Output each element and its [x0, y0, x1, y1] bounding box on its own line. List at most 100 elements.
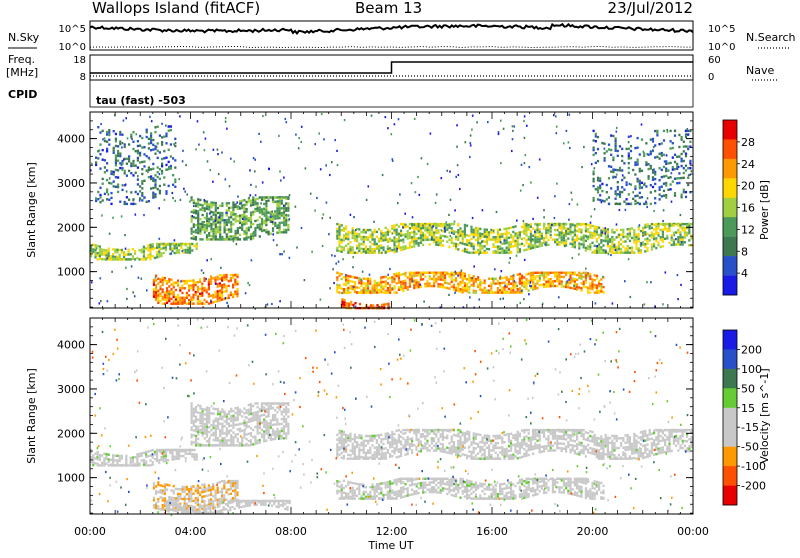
echo-cell	[236, 482, 238, 484]
echo-cell	[660, 246, 662, 248]
echo-cell	[356, 277, 358, 279]
echo-cell	[525, 227, 527, 229]
echo-cell	[598, 291, 600, 293]
echo-cell	[486, 233, 488, 235]
echo-cell	[150, 137, 152, 139]
echo-speckle	[296, 246, 298, 248]
echo-cell	[281, 231, 283, 233]
echo-speckle	[415, 191, 417, 193]
echo-cell	[534, 244, 536, 246]
echo-cell	[192, 296, 194, 298]
echo-cell	[147, 464, 149, 466]
echo-cell	[149, 455, 151, 457]
echo-speckle	[581, 166, 583, 168]
echo-speckle	[151, 120, 153, 122]
echo-cell	[352, 276, 354, 278]
echo-cell	[221, 493, 223, 495]
echo-speckle	[498, 133, 500, 135]
echo-cell	[202, 417, 204, 419]
echo-speckle	[283, 177, 285, 179]
echo-cell	[139, 154, 141, 156]
echo-cell	[347, 289, 349, 291]
echo-cell	[108, 461, 110, 463]
echo-cell	[347, 236, 349, 238]
echo-cell	[352, 234, 354, 236]
echo-cell	[134, 464, 136, 466]
echo-cell	[455, 248, 457, 250]
echo-cell	[230, 485, 232, 487]
echo-cell	[657, 242, 659, 244]
echo-cell	[402, 290, 404, 292]
echo-cell	[201, 303, 203, 305]
echo-cell	[159, 508, 161, 510]
echo-cell	[281, 207, 283, 209]
echo-cell	[409, 227, 411, 229]
echo-speckle	[125, 117, 127, 119]
echo-cell	[506, 251, 508, 253]
echo-cell	[148, 200, 150, 202]
echo-cell	[402, 234, 404, 236]
echo-cell	[162, 296, 164, 298]
echo-cell	[234, 494, 236, 496]
echo-cell	[241, 226, 243, 228]
echo-cell	[595, 133, 597, 135]
echo-cell	[283, 222, 285, 224]
echo-cell	[224, 432, 226, 434]
echo-cell	[420, 274, 422, 276]
echo-cell	[199, 228, 201, 230]
echo-cell	[448, 283, 450, 285]
echo-cell	[649, 239, 651, 241]
echo-cell	[283, 224, 285, 226]
echo-cell	[657, 227, 659, 229]
echo-cell	[139, 152, 141, 154]
echo-cell	[225, 491, 227, 493]
echo-cell	[415, 282, 417, 284]
echo-cell	[652, 171, 654, 173]
echo-cell	[147, 254, 149, 256]
echo-cell	[547, 283, 549, 285]
echo-cell	[246, 218, 248, 220]
echo-cell	[413, 284, 415, 286]
echo-cell	[149, 251, 151, 253]
echo-cell	[585, 274, 587, 276]
echo-speckle	[446, 170, 448, 172]
echo-cell	[125, 254, 127, 256]
echo-cell	[193, 223, 195, 225]
echo-cell	[162, 506, 164, 508]
echo-cell	[610, 166, 612, 168]
echo-cell	[543, 227, 545, 229]
echo-cell	[624, 252, 626, 254]
echo-speckle	[563, 142, 565, 144]
echo-cell	[682, 243, 684, 245]
echo-cell	[574, 239, 576, 241]
echo-speckle	[176, 244, 178, 246]
echo-cell	[204, 229, 206, 231]
echo-cell	[617, 169, 619, 171]
echo-cell	[683, 167, 685, 169]
echo-cell	[162, 298, 164, 300]
echo-cell	[664, 228, 666, 230]
echo-cell	[611, 248, 613, 250]
echo-cell	[252, 201, 254, 203]
echo-cell	[191, 422, 193, 424]
echo-cell	[132, 160, 134, 162]
echo-cell	[336, 286, 338, 288]
echo-cell	[112, 454, 114, 456]
echo-cell	[667, 177, 669, 179]
echo-cell	[646, 226, 648, 228]
echo-cell	[228, 280, 230, 282]
echo-cell	[479, 289, 481, 291]
echo-cell	[102, 149, 104, 151]
echo-cell	[534, 272, 536, 274]
echo-cell	[365, 252, 367, 254]
echo-cell	[336, 284, 338, 286]
echo-cell	[157, 302, 159, 304]
echo-speckle	[260, 141, 262, 143]
echo-cell	[433, 231, 435, 233]
echo-cell	[168, 185, 170, 187]
echo-cell	[666, 230, 668, 232]
cpid-text: tau (fast) -503	[96, 94, 186, 107]
echo-cell	[653, 238, 655, 240]
echo-cell	[126, 203, 128, 205]
echo-speckle	[647, 153, 649, 155]
